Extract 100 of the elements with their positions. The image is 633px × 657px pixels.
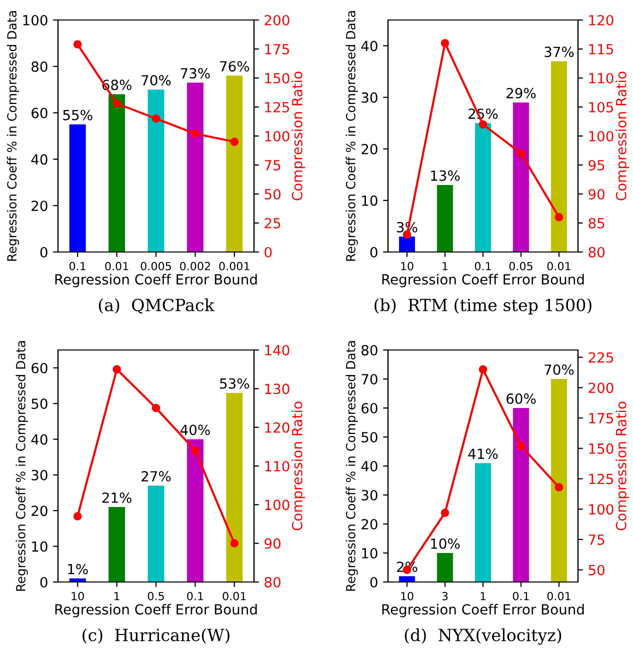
x-tick-label: 10 — [401, 592, 414, 600]
y-tick-label: 80 — [362, 344, 378, 356]
y2-tick-label: 175 — [265, 44, 290, 54]
y2-tick-label: 80 — [588, 246, 604, 258]
data-label: 76% — [220, 61, 250, 72]
point — [191, 130, 200, 138]
bar — [551, 61, 567, 252]
x-tick-label: 0.1 — [512, 592, 529, 600]
y2-tick-label: 115 — [589, 44, 614, 54]
y2-tick-label: 150 — [265, 72, 290, 84]
y-axis-title: Regression Coeff % in Compressed Data — [346, 11, 358, 261]
y2-tick-label: 100 — [589, 504, 614, 515]
data-label: 70% — [142, 75, 171, 86]
y-tick-label: 50 — [362, 432, 378, 442]
y-tick-label: 20 — [32, 200, 48, 212]
x-tick-label: 0.001 — [219, 262, 250, 270]
data-label: 29% — [506, 88, 536, 98]
point — [112, 99, 121, 108]
data-label: 27% — [142, 471, 171, 482]
y-tick-label: 10 — [362, 195, 378, 206]
y-tick-label: 20 — [362, 518, 378, 530]
bar — [551, 379, 567, 582]
text: (b) RTM (time step 1500) — [374, 298, 592, 315]
y-tick-label: 40 — [31, 434, 48, 445]
data-label: 41% — [468, 448, 498, 460]
x-tick-label: 0.1 — [70, 262, 86, 270]
point — [440, 508, 450, 517]
data-label: 53% — [220, 378, 250, 389]
y-tick-label: 10 — [362, 548, 378, 558]
y-tick-label: 100 — [23, 14, 48, 26]
data-label: 1% — [68, 564, 88, 574]
y2-tick-label: 90 — [588, 188, 604, 200]
point — [73, 40, 82, 49]
y-tick-label: 0 — [370, 246, 378, 258]
y2-tick-label: 80 — [264, 576, 280, 588]
y-tick-label: 60 — [362, 402, 378, 414]
y-tick-label: 50 — [32, 398, 48, 410]
y2-tick-label: 75 — [264, 160, 280, 170]
x-axis-title: Regression Coeff Error Bound — [55, 604, 257, 618]
y2-tick-label: 75 — [588, 534, 604, 545]
bar — [186, 439, 204, 582]
x-tick-label: 0.005 — [140, 262, 171, 270]
y2-tick-label: 85 — [588, 218, 604, 228]
point — [230, 138, 239, 146]
point — [554, 213, 564, 222]
x-axis-title: Regression Coeff Error Bound — [55, 274, 257, 288]
y2-axis-title: Compression Ratio — [616, 72, 630, 200]
x-tick-label: 1 — [480, 592, 486, 600]
y2-tick-label: 105 — [589, 102, 614, 112]
y2-axis-title: Compression Ratio — [616, 402, 630, 530]
point — [152, 114, 160, 123]
bar — [437, 553, 453, 582]
x-axis-title: Regression Coeff Error Bound — [382, 274, 584, 288]
x-tick-label: 0.1 — [474, 262, 491, 270]
point — [478, 365, 488, 374]
x-tick-label: 0.01 — [222, 592, 246, 600]
y-tick-label: 40 — [361, 460, 378, 472]
y-axis-title: Regression Coeff % in Compressed Data — [16, 341, 28, 591]
y2-tick-label: 150 — [589, 443, 614, 454]
y2-tick-label: 175 — [589, 413, 614, 424]
text: (c) Hurricane(W) — [82, 628, 230, 644]
y-tick-label: 0 — [40, 246, 48, 258]
bar — [108, 507, 126, 582]
y-axis-title: Regression Coeff % in Compressed Data — [6, 11, 19, 261]
bar — [226, 392, 243, 582]
text: (a) QMCPack — [98, 298, 215, 314]
data-label: 70% — [544, 364, 574, 375]
y-tick-label: 0 — [370, 576, 378, 588]
y-tick-label: 20 — [362, 144, 378, 154]
point — [440, 39, 450, 48]
x-tick-label: 10 — [72, 592, 84, 600]
x-tick-label: 0.01 — [547, 262, 570, 270]
x-tick-label: 10 — [401, 262, 414, 270]
x-tick-label: 0.1 — [187, 592, 204, 600]
point — [73, 512, 82, 520]
y2-tick-label: 110 — [589, 72, 614, 84]
y2-axis-title: Compression Ratio — [292, 402, 306, 530]
y-axis-title: Regression Coeff % in Compressed Data — [346, 341, 358, 591]
bar — [148, 90, 164, 252]
y2-tick-label: 95 — [588, 160, 604, 170]
bar — [513, 408, 529, 582]
y2-tick-label: 25 — [264, 218, 280, 228]
y-tick-label: 0 — [40, 576, 48, 588]
y-tick-label: 30 — [362, 92, 378, 103]
y-tick-label: 30 — [32, 470, 48, 480]
bar — [437, 184, 453, 252]
x-tick-label: 3 — [442, 592, 448, 600]
data-label: 60% — [506, 393, 536, 404]
y2-tick-label: 225 — [588, 352, 614, 363]
text: (d) NYX(velocityz) — [404, 628, 562, 645]
y-tick-label: 60 — [32, 108, 48, 118]
bar — [186, 82, 204, 252]
y2-tick-label: 130 — [265, 384, 290, 394]
y2-tick-label: 50 — [264, 188, 280, 200]
y2-tick-label: 100 — [589, 130, 614, 142]
point — [516, 149, 526, 158]
data-label: 37% — [544, 46, 574, 58]
bar — [399, 236, 415, 252]
y-tick-label: 30 — [362, 490, 378, 500]
x-tick-label: 0.01 — [547, 592, 570, 600]
